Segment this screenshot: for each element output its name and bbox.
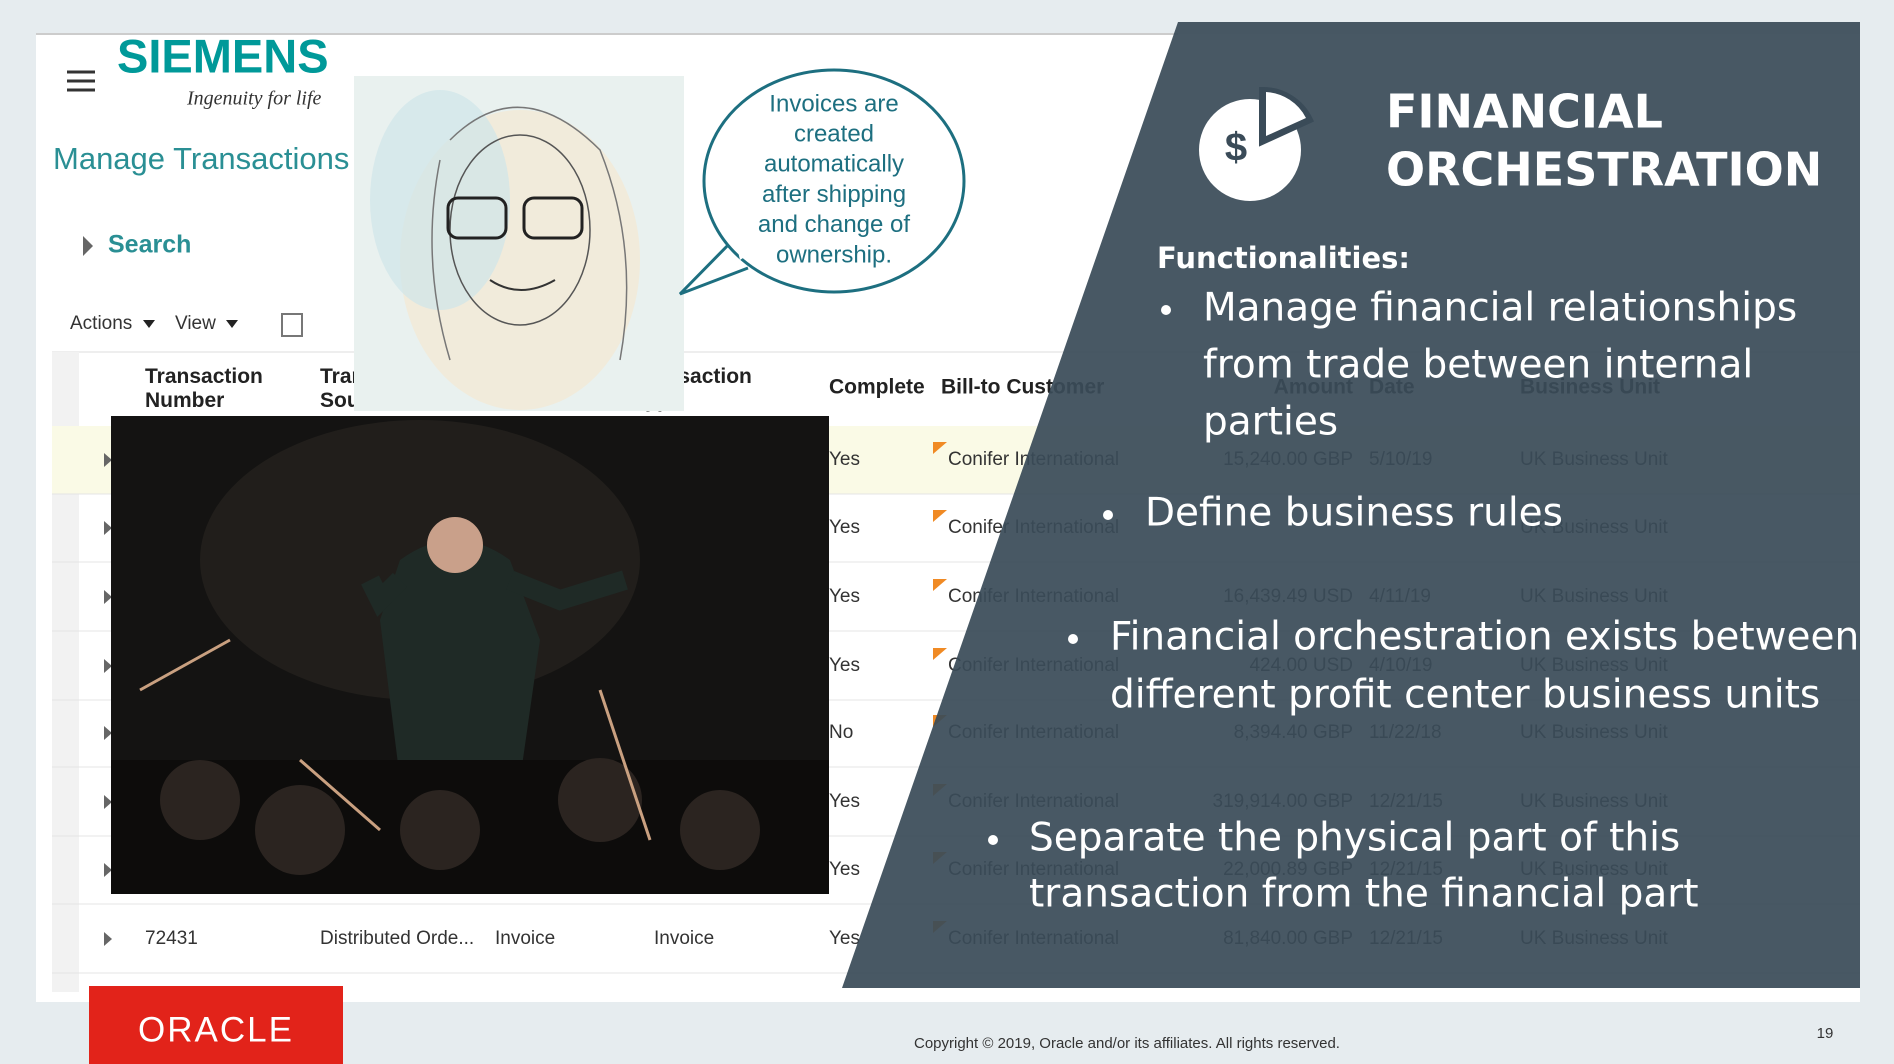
tagline: Ingenuity for life: [186, 88, 322, 110]
row-expand[interactable]: [104, 726, 112, 740]
dropdown-arrow: [143, 320, 155, 328]
bubble-line: automatically: [764, 151, 904, 178]
complete: Yes: [829, 859, 860, 880]
transaction-type: Invoice: [495, 928, 555, 949]
view-menu[interactable]: View: [175, 313, 216, 334]
column-header: Transaction Number: [145, 365, 263, 412]
oracle-box: [89, 986, 343, 1064]
transaction-type: Invoice: [654, 928, 714, 949]
dropdown-arrow: [226, 320, 238, 328]
panel-title: ORCHESTRATION: [1386, 143, 1822, 197]
sketch-image: [354, 76, 684, 411]
complete: Yes: [829, 928, 860, 949]
bullet-text: different profit center business units: [1110, 673, 1820, 718]
complete: Yes: [829, 586, 860, 607]
bullet-text: Manage financial relationships: [1203, 286, 1797, 331]
logo: SIEMENS: [117, 29, 329, 82]
panel-heading: Functionalities:: [1157, 241, 1410, 275]
row-expand[interactable]: [104, 863, 112, 877]
page-title: Manage Transactions: [53, 141, 349, 176]
row-expand[interactable]: [104, 590, 112, 604]
transaction-source: Distributed Orde...: [320, 928, 474, 949]
flag: [933, 579, 947, 591]
complete: No: [829, 722, 853, 743]
column-header: Complete: [829, 376, 925, 399]
search[interactable]: Search: [108, 231, 191, 259]
row-expand[interactable]: [104, 453, 112, 467]
complete: Yes: [829, 517, 860, 538]
bullet: [1161, 305, 1171, 315]
expand-icon[interactable]: [83, 236, 93, 256]
hamburger: [67, 70, 95, 92]
bullet-text: Financial orchestration exists between: [1110, 615, 1859, 660]
bubble-line: created: [794, 121, 874, 148]
page-number: 19: [1817, 1025, 1834, 1042]
complete: Yes: [829, 655, 860, 676]
complete: Yes: [829, 449, 860, 470]
row-expand[interactable]: [104, 521, 112, 535]
conductor-photo: [111, 416, 829, 894]
bubble: [678, 68, 966, 296]
bullet-text: parties: [1203, 400, 1338, 445]
row-expand[interactable]: [104, 932, 112, 946]
flag: [933, 442, 947, 454]
oracle-logo: ORACLE: [138, 1010, 294, 1049]
copyright: Copyright © 2019, Oracle and/or its affi…: [914, 1035, 1340, 1052]
bullet-text: transaction from the financial part: [1029, 872, 1699, 917]
bubble-line: after shipping: [762, 181, 906, 208]
bullet-text: Separate the physical part of this: [1029, 816, 1680, 861]
bubble-line: ownership.: [776, 241, 892, 268]
bubble-line: Invoices are: [769, 90, 898, 117]
flag: [933, 648, 947, 660]
svg-text:$: $: [1225, 126, 1247, 170]
panel-title: FINANCIAL: [1386, 85, 1663, 139]
finance-icon: $: [1199, 86, 1314, 201]
bullet: [988, 835, 998, 845]
actions-menu[interactable]: Actions: [70, 313, 132, 334]
panel: [842, 22, 1860, 988]
complete: Yes: [829, 791, 860, 812]
bullet: [1103, 510, 1113, 520]
bullet-text: Define business rules: [1145, 491, 1563, 536]
bullet-text: from trade between internal: [1203, 343, 1753, 388]
bubble-line: and change of: [758, 211, 910, 238]
flag: [933, 510, 947, 522]
bubble-text: Invoices are created automatically after sh…: [758, 90, 910, 268]
row-expand[interactable]: [104, 659, 112, 673]
bullet: [1068, 634, 1078, 644]
row-expand[interactable]: [104, 795, 112, 809]
detach-icon[interactable]: [281, 313, 303, 337]
transaction-number[interactable]: 72431: [145, 928, 198, 949]
